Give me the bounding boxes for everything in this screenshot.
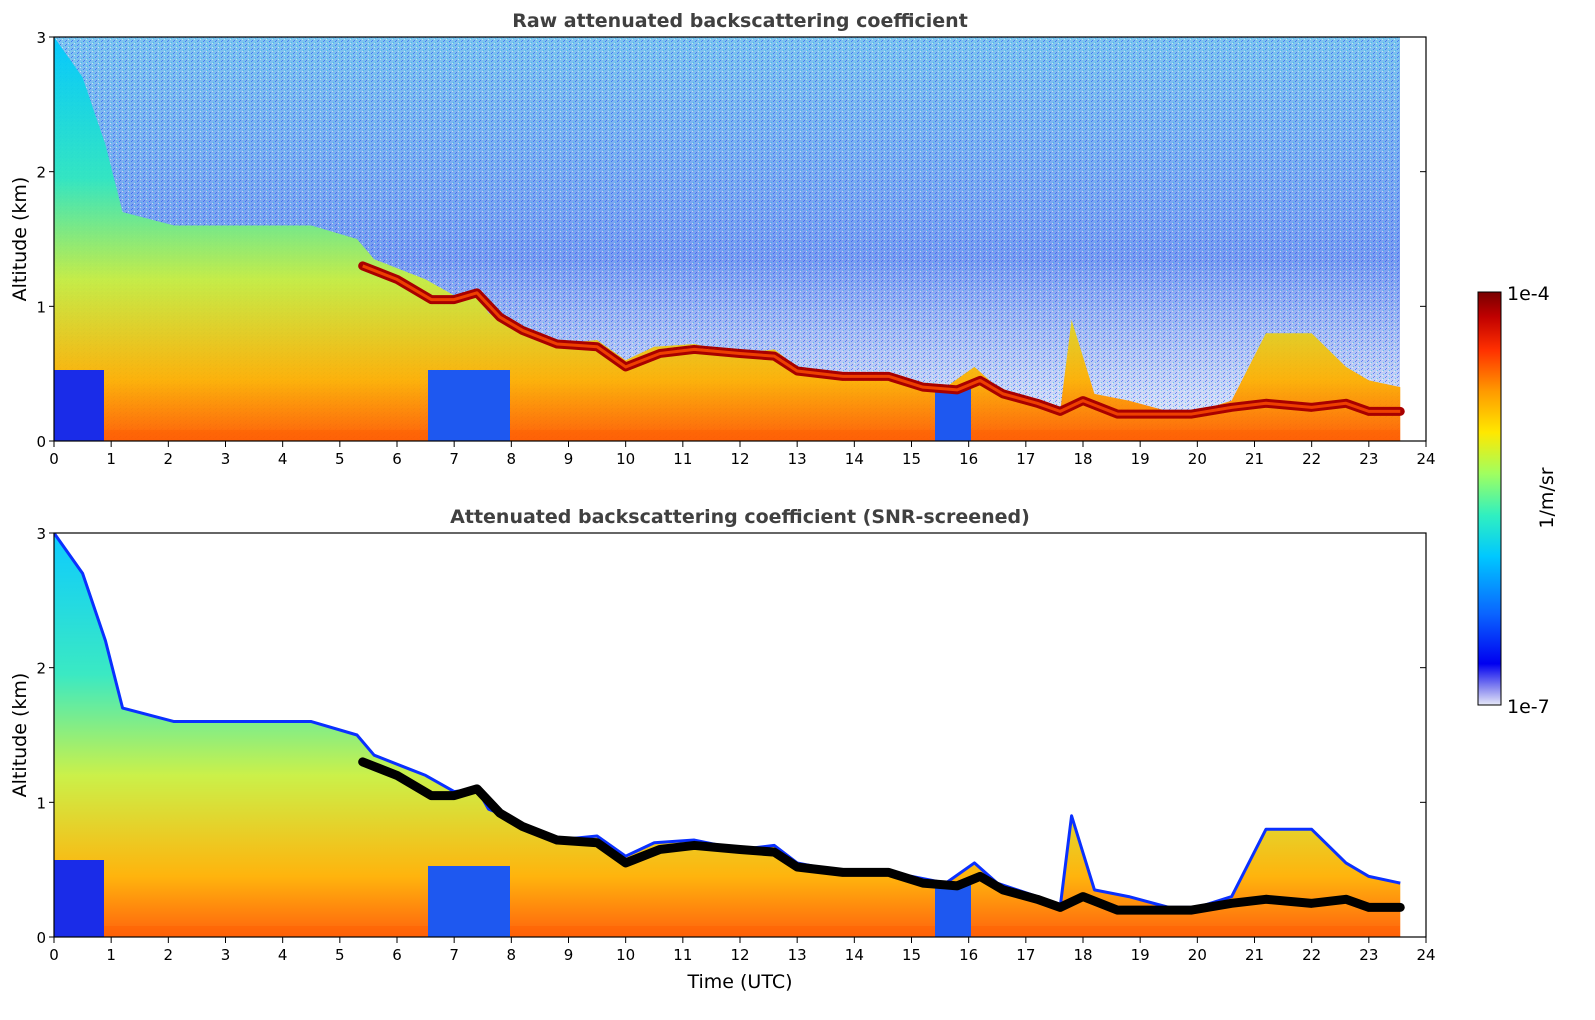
x-tick-label: 18	[1073, 946, 1092, 964]
x-tick-label: 14	[845, 946, 864, 964]
low-signal-patch	[428, 370, 510, 441]
x-tick-label: 11	[673, 946, 692, 964]
y-ticks: 0 1 2 3	[36, 525, 1426, 947]
colorbar: 1e-4 1e-7 1/m/sr	[1477, 283, 1558, 718]
x-tick-label: 20	[1188, 946, 1207, 964]
surface-band	[54, 430, 1400, 441]
colorbar-unit-label: 1/m/sr	[1536, 467, 1558, 528]
y-axis-label: Altitude (km)	[9, 177, 31, 302]
colorbar-min-label: 1e-7	[1507, 696, 1550, 718]
y-tick-label: 1	[36, 794, 46, 812]
x-tick-label: 3	[221, 946, 231, 964]
x-tick-label: 0	[49, 946, 59, 964]
x-tick-label: 1	[106, 946, 116, 964]
x-tick-label: 6	[392, 946, 402, 964]
boundary-layer-region	[54, 533, 1401, 937]
x-tick-label: 19	[1131, 946, 1150, 964]
boundary-layer-region	[54, 37, 1401, 441]
x-ticks: 0 1 2 3 4 5 6 7 8 9 10 11 12 13 14 15 16 17 18 19 20 21 22 23 24	[49, 937, 1436, 964]
x-tick-label: 3	[221, 450, 231, 468]
x-tick-label: 6	[392, 450, 402, 468]
y-tick-label: 2	[36, 164, 46, 182]
x-tick-label: 22	[1302, 450, 1321, 468]
colorbar-max-label: 1e-4	[1507, 283, 1550, 305]
x-tick-label: 20	[1188, 450, 1207, 468]
x-tick-label: 19	[1131, 450, 1150, 468]
low-signal-patch	[54, 860, 104, 937]
x-tick-label: 5	[335, 450, 345, 468]
x-tick-label: 12	[730, 946, 749, 964]
x-tick-label: 0	[49, 450, 59, 468]
raw-backscatter-panel: Raw attenuated backscattering coefficien…	[9, 10, 1436, 468]
x-tick-label: 10	[616, 450, 635, 468]
x-tick-label: 21	[1245, 450, 1264, 468]
x-tick-label: 13	[788, 946, 807, 964]
x-tick-label: 16	[959, 946, 978, 964]
y-ticks: 0 1 2 3	[36, 29, 1426, 451]
cloud-layer	[358, 757, 1405, 915]
low-signal-patch	[935, 388, 971, 441]
panel-title: Attenuated backscattering coefficient (S…	[450, 506, 1030, 528]
x-tick-label: 2	[164, 450, 174, 468]
x-tick-label: 7	[449, 450, 459, 468]
y-tick-label: 1	[36, 298, 46, 316]
cloud-layer-edge	[362, 264, 1401, 416]
x-tick-label: 24	[1416, 450, 1435, 468]
x-tick-label: 17	[1016, 450, 1035, 468]
x-axis-label: Time (UTC)	[686, 971, 792, 993]
x-tick-label: 23	[1359, 946, 1378, 964]
x-tick-label: 10	[616, 946, 635, 964]
x-tick-label: 1	[106, 450, 116, 468]
y-tick-label: 3	[36, 525, 46, 543]
surface-band	[54, 926, 1400, 937]
x-tick-label: 4	[278, 946, 288, 964]
y-axis-label: Altitude (km)	[9, 673, 31, 798]
panel-title: Raw attenuated backscattering coefficien…	[512, 10, 968, 32]
x-tick-label: 12	[730, 450, 749, 468]
x-tick-label: 11	[673, 450, 692, 468]
x-tick-label: 22	[1302, 946, 1321, 964]
x-ticks: 0 1 2 3 4 5 6 7 8 9 10 11 12 13 14 15 16 17 18 19 20 21 22 23 24	[49, 441, 1436, 468]
x-tick-label: 17	[1016, 946, 1035, 964]
x-tick-label: 7	[449, 946, 459, 964]
x-tick-label: 18	[1073, 450, 1092, 468]
x-tick-label: 5	[335, 946, 345, 964]
x-tick-label: 9	[564, 450, 574, 468]
x-tick-label: 21	[1245, 946, 1264, 964]
x-tick-label: 2	[164, 946, 174, 964]
x-tick-label: 8	[507, 946, 517, 964]
x-tick-label: 15	[902, 450, 921, 468]
x-tick-label: 24	[1416, 946, 1435, 964]
x-tick-label: 14	[845, 450, 864, 468]
x-tick-label: 16	[959, 450, 978, 468]
snr-screened-panel: Attenuated backscattering coefficient (S…	[9, 506, 1436, 993]
y-tick-label: 0	[36, 433, 46, 451]
x-tick-label: 13	[788, 450, 807, 468]
x-tick-label: 23	[1359, 450, 1378, 468]
low-signal-patch	[428, 866, 510, 937]
x-tick-label: 9	[564, 946, 574, 964]
x-tick-label: 4	[278, 450, 288, 468]
colorbar-gradient	[1477, 291, 1502, 706]
x-tick-label: 8	[507, 450, 517, 468]
y-tick-label: 0	[36, 929, 46, 947]
y-tick-label: 2	[36, 660, 46, 678]
x-tick-label: 15	[902, 946, 921, 964]
y-tick-label: 3	[36, 29, 46, 47]
low-signal-patch	[935, 884, 971, 937]
low-signal-patch	[54, 370, 104, 441]
